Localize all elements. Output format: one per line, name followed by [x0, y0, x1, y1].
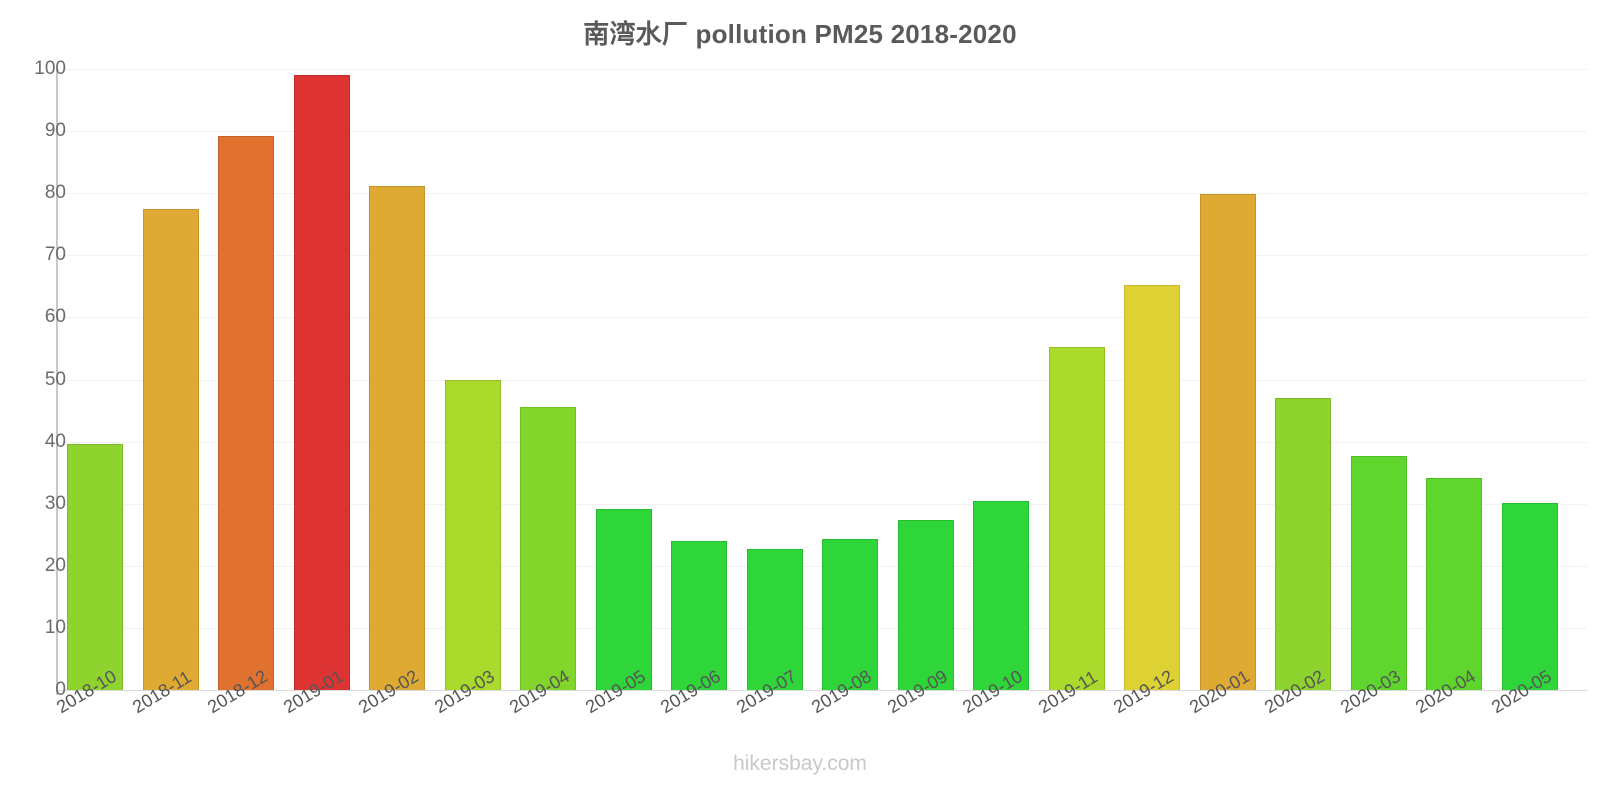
gridline — [57, 503, 1587, 505]
y-axis-tick-label: 10 — [44, 616, 66, 638]
y-axis-tick-label: 80 — [44, 182, 66, 204]
y-axis-tick-label: 30 — [44, 492, 66, 514]
y-axis-tick-label: 40 — [44, 430, 66, 452]
bar[interactable] — [671, 540, 727, 690]
y-axis-tick-label: 90 — [44, 120, 66, 142]
bar[interactable] — [595, 509, 652, 690]
bar[interactable] — [520, 406, 576, 690]
y-axis-tick-label: 20 — [44, 554, 66, 576]
gridline — [57, 69, 1587, 70]
gridline — [57, 379, 1587, 381]
bar[interactable] — [293, 74, 350, 690]
gridline — [57, 255, 1587, 257]
bar[interactable] — [67, 444, 123, 690]
gridline — [57, 317, 1587, 319]
y-axis-tick-label: 0 — [55, 679, 66, 700]
bar[interactable] — [822, 539, 878, 690]
y-axis-tick-label: 50 — [44, 368, 66, 390]
y-axis-tick-label: 60 — [44, 306, 66, 328]
bar[interactable] — [1199, 194, 1256, 690]
gridline — [57, 441, 1587, 443]
bar[interactable] — [973, 500, 1029, 690]
bar[interactable] — [369, 185, 425, 690]
y-axis-line — [56, 69, 58, 695]
y-axis-tick-label: 100 — [34, 58, 66, 79]
bar[interactable] — [444, 379, 501, 690]
bar[interactable] — [1124, 284, 1180, 690]
chart-title: 南湾水厂 pollution PM25 2018-2020 — [583, 19, 1017, 49]
bar[interactable] — [1275, 398, 1331, 690]
bar[interactable] — [142, 209, 199, 690]
bar[interactable] — [218, 136, 274, 690]
bar[interactable] — [897, 520, 954, 690]
bar[interactable] — [1350, 455, 1407, 690]
bar[interactable] — [1501, 503, 1558, 690]
gridline — [57, 690, 1587, 691]
bar[interactable] — [746, 549, 803, 690]
plot-area — [57, 69, 1587, 691]
y-axis-tick-label: 70 — [44, 244, 66, 266]
gridline — [57, 193, 1587, 195]
bar[interactable] — [1048, 347, 1105, 690]
bar[interactable] — [1426, 478, 1482, 690]
gridline — [57, 131, 1587, 133]
footer-credit: hikersbay.com — [733, 752, 867, 775]
